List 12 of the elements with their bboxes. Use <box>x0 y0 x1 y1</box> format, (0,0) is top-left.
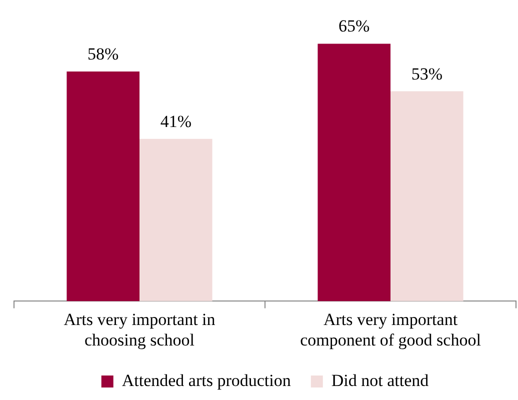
bar <box>318 44 390 302</box>
data-label: 41% <box>160 112 192 131</box>
bar <box>140 138 212 302</box>
legend-label: Did not attend <box>331 370 430 390</box>
bar <box>66 71 140 302</box>
legend-label: Attended arts production <box>122 370 292 390</box>
data-label: 65% <box>338 16 370 36</box>
data-label: 58% <box>88 44 119 64</box>
x-tick-label: Arts very important in choosing school <box>64 310 216 350</box>
x-tick-label: Arts very important component of good school <box>300 310 482 350</box>
bar <box>390 91 464 302</box>
data-label: 53% <box>411 64 442 84</box>
